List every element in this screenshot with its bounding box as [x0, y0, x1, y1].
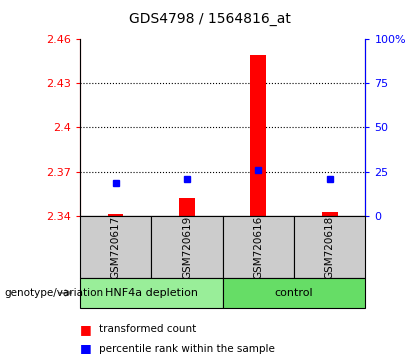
Text: genotype/variation: genotype/variation [4, 288, 103, 298]
Text: percentile rank within the sample: percentile rank within the sample [99, 344, 275, 354]
Bar [223, 278, 365, 308]
Bar [179, 198, 195, 216]
Bar [80, 278, 223, 308]
Bar [223, 216, 294, 278]
Text: transformed count: transformed count [99, 324, 196, 334]
Bar [322, 211, 338, 216]
Text: GDS4798 / 1564816_at: GDS4798 / 1564816_at [129, 12, 291, 27]
Text: HNF4a depletion: HNF4a depletion [105, 288, 198, 298]
Text: GSM720617: GSM720617 [110, 215, 121, 279]
Text: ■: ■ [80, 323, 92, 336]
Bar [250, 55, 266, 216]
Text: GSM720616: GSM720616 [253, 215, 263, 279]
Text: ■: ■ [80, 342, 92, 354]
Bar [108, 215, 123, 216]
Text: GSM720618: GSM720618 [325, 215, 335, 279]
Bar [151, 216, 223, 278]
Text: control: control [275, 288, 313, 298]
Text: GSM720619: GSM720619 [182, 215, 192, 279]
Bar [294, 216, 365, 278]
Bar [80, 216, 151, 278]
